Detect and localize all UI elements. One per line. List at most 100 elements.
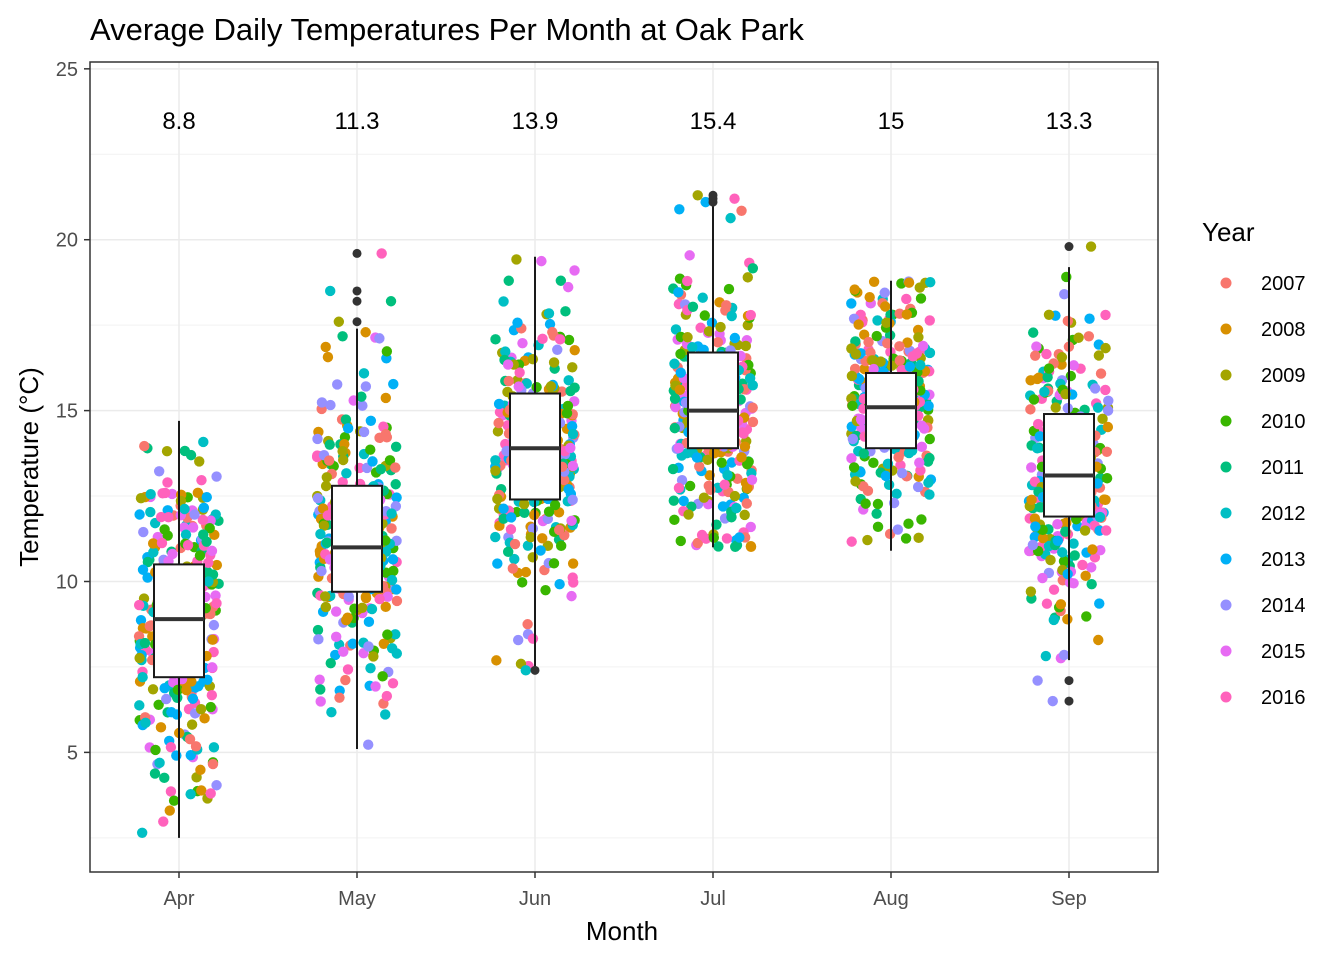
data-point <box>741 459 753 470</box>
data-point <box>901 293 912 305</box>
data-point <box>211 598 222 609</box>
data-point <box>903 277 915 288</box>
data-point <box>569 382 580 393</box>
data-point <box>387 678 399 689</box>
data-point <box>365 444 376 455</box>
data-point <box>548 357 560 368</box>
data-point <box>388 378 399 390</box>
data-point <box>314 674 325 685</box>
data-point <box>846 453 857 464</box>
data-point <box>161 693 172 705</box>
data-point <box>1079 525 1091 536</box>
data-point <box>697 292 708 303</box>
data-point <box>1065 370 1077 382</box>
data-point <box>1045 554 1056 566</box>
data-point <box>549 499 561 511</box>
data-point <box>1081 611 1092 622</box>
data-point <box>155 511 167 523</box>
data-point <box>684 250 695 261</box>
data-point <box>342 612 353 623</box>
data-point <box>194 456 205 467</box>
data-point <box>1047 695 1058 707</box>
data-point <box>903 518 914 529</box>
data-point <box>502 546 514 558</box>
mean-label: 8.8 <box>162 108 195 135</box>
data-point <box>925 276 936 288</box>
data-point <box>386 574 398 586</box>
data-point <box>882 338 893 349</box>
data-point <box>507 563 519 574</box>
data-point <box>673 442 684 454</box>
data-point <box>1102 405 1114 416</box>
legend-label: 2011 <box>1261 457 1304 479</box>
data-point <box>190 741 202 752</box>
data-point <box>862 485 874 497</box>
data-point <box>747 263 759 274</box>
data-point <box>913 332 924 343</box>
data-point <box>912 481 924 493</box>
outlier-point <box>1064 676 1074 686</box>
legend-key-2010 <box>1220 415 1232 427</box>
data-point <box>687 301 699 312</box>
axes: 5 10 15 20 25 Apr May Jun Jul Aug Sep <box>56 59 1087 910</box>
data-point <box>333 316 345 327</box>
data-point <box>135 614 147 626</box>
data-point <box>1062 568 1073 580</box>
data-point <box>545 381 557 392</box>
data-point <box>712 337 724 348</box>
data-point <box>1093 350 1105 361</box>
data-point <box>316 565 327 577</box>
legend-key-2008 <box>1220 323 1232 335</box>
data-point <box>210 590 221 601</box>
data-point <box>366 603 378 615</box>
data-point <box>338 646 349 657</box>
outlier-point <box>352 248 362 258</box>
legend-label: 2012 <box>1261 503 1306 525</box>
data-point <box>370 681 381 692</box>
data-point <box>340 414 352 425</box>
mean-label: 15 <box>878 108 905 135</box>
data-point <box>924 315 935 326</box>
data-point <box>391 648 403 659</box>
data-point <box>159 682 170 694</box>
legend-key-2007 <box>1220 277 1232 289</box>
data-point <box>1052 518 1063 530</box>
data-point <box>527 552 538 563</box>
data-point <box>745 309 757 321</box>
data-point <box>341 468 352 479</box>
data-point <box>187 522 199 533</box>
data-point <box>1034 431 1045 442</box>
y-tick-label: 15 <box>56 401 78 423</box>
data-point <box>916 420 927 431</box>
mean-labels: 8.8 11.3 13.9 15.4 15 13.3 <box>162 108 1092 135</box>
data-point <box>148 547 159 558</box>
data-point <box>204 523 215 534</box>
data-point <box>721 533 733 544</box>
data-point <box>207 634 218 645</box>
data-point <box>856 414 867 426</box>
data-point <box>357 602 368 614</box>
data-point <box>1043 309 1055 320</box>
data-point <box>864 291 875 303</box>
data-point <box>312 624 324 636</box>
data-point <box>208 742 220 753</box>
boxplot-aug <box>865 280 917 551</box>
data-point <box>1050 402 1061 413</box>
data-point <box>156 537 168 549</box>
data-point <box>868 363 879 375</box>
data-point <box>206 662 218 673</box>
data-point <box>1040 650 1052 662</box>
data-point <box>912 324 924 336</box>
legend-key-2009 <box>1220 369 1232 381</box>
data-point <box>207 758 219 770</box>
data-point <box>358 368 370 379</box>
data-point <box>548 558 560 569</box>
data-point <box>1041 598 1053 609</box>
data-point <box>142 556 154 568</box>
data-point <box>133 599 145 611</box>
data-point <box>367 456 378 467</box>
data-point <box>325 657 336 669</box>
data-point <box>682 332 693 343</box>
data-point <box>490 465 501 476</box>
